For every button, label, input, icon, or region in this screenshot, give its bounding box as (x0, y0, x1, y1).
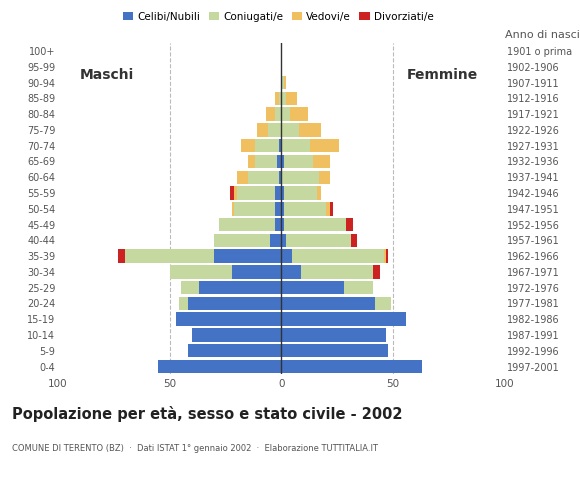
Bar (284, 76, 286, 89)
Bar (279, 92, 281, 105)
Bar (373, 265, 379, 278)
Bar (284, 186, 317, 200)
Bar (386, 250, 389, 263)
Bar (257, 123, 268, 137)
Bar (179, 297, 187, 310)
Bar (281, 155, 284, 168)
Bar (237, 170, 248, 184)
Bar (281, 139, 310, 153)
Bar (286, 234, 350, 247)
Bar (326, 202, 331, 216)
Bar (313, 155, 331, 168)
Bar (187, 297, 281, 310)
Bar (232, 265, 281, 278)
Bar (248, 155, 255, 168)
Bar (284, 218, 346, 231)
Bar (274, 108, 281, 121)
Bar (281, 250, 292, 263)
Bar (274, 218, 281, 231)
Bar (281, 344, 389, 358)
Bar (281, 186, 284, 200)
Bar (234, 202, 274, 216)
Text: Femmine: Femmine (407, 68, 478, 82)
Bar (281, 360, 422, 373)
Bar (344, 281, 373, 294)
Bar (237, 186, 274, 200)
Bar (279, 170, 281, 184)
Bar (169, 265, 232, 278)
Bar (302, 265, 373, 278)
Bar (281, 123, 299, 137)
Bar (274, 202, 281, 216)
Bar (187, 344, 281, 358)
Bar (319, 170, 331, 184)
Bar (118, 250, 125, 263)
Text: Maschi: Maschi (80, 68, 134, 82)
Bar (286, 92, 297, 105)
Bar (248, 170, 279, 184)
Bar (346, 218, 353, 231)
Bar (281, 312, 407, 326)
Bar (234, 186, 237, 200)
Bar (274, 186, 281, 200)
Bar (266, 108, 274, 121)
Bar (284, 202, 326, 216)
Bar (270, 234, 281, 247)
Legend: Celibi/Nubili, Coniugati/e, Vedovi/e, Divorziati/e: Celibi/Nubili, Coniugati/e, Vedovi/e, Di… (119, 8, 438, 26)
Bar (277, 155, 281, 168)
Bar (192, 328, 281, 342)
Text: Anno di nascita: Anno di nascita (505, 30, 580, 40)
Bar (299, 123, 321, 137)
Bar (384, 250, 386, 263)
Bar (284, 155, 313, 168)
Bar (199, 281, 281, 294)
Bar (274, 92, 279, 105)
Bar (281, 202, 284, 216)
Bar (350, 234, 357, 247)
Bar (281, 234, 286, 247)
Bar (317, 186, 321, 200)
Bar (255, 155, 277, 168)
Bar (281, 108, 290, 121)
Bar (268, 123, 281, 137)
Bar (158, 360, 281, 373)
Bar (255, 139, 279, 153)
Bar (290, 108, 308, 121)
Bar (230, 186, 234, 200)
Bar (281, 76, 284, 89)
Bar (232, 202, 234, 216)
Bar (310, 139, 339, 153)
Bar (281, 328, 386, 342)
Bar (281, 297, 375, 310)
Bar (281, 92, 286, 105)
Bar (281, 265, 302, 278)
Bar (125, 250, 215, 263)
Bar (215, 250, 281, 263)
Text: COMUNE DI TERENTO (BZ)  ·  Dati ISTAT 1° gennaio 2002  ·  Elaborazione TUTTITALI: COMUNE DI TERENTO (BZ) · Dati ISTAT 1° g… (12, 444, 378, 453)
Bar (292, 250, 384, 263)
Bar (279, 139, 281, 153)
Bar (375, 297, 391, 310)
Bar (215, 234, 270, 247)
Bar (241, 139, 255, 153)
Text: Popolazione per età, sesso e stato civile - 2002: Popolazione per età, sesso e stato civil… (12, 406, 402, 421)
Bar (331, 202, 333, 216)
Bar (281, 281, 344, 294)
Bar (176, 312, 281, 326)
Bar (281, 218, 284, 231)
Bar (181, 281, 199, 294)
Bar (219, 218, 274, 231)
Bar (281, 170, 319, 184)
